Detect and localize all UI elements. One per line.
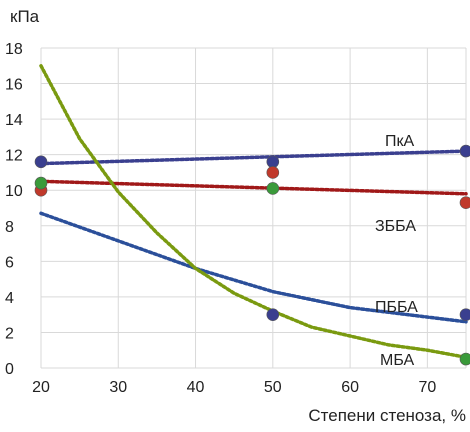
x-tick-label: 20 <box>32 379 50 396</box>
series-label-pka: ПкА <box>385 133 415 150</box>
data-point <box>459 352 470 366</box>
y-tick-label: 4 <box>5 290 14 307</box>
y-tick-label: 8 <box>5 219 14 236</box>
data-point <box>459 196 470 209</box>
data-point <box>34 176 48 190</box>
series-label-mba: МБА <box>380 352 414 369</box>
y-tick-label: 16 <box>5 77 23 94</box>
y-tick-label: 10 <box>5 183 23 200</box>
y-ticks: 0 2 4 6 8 10 12 14 16 18 <box>5 41 23 378</box>
y-tick-label: 14 <box>5 112 23 129</box>
data-point <box>459 144 470 158</box>
trend-line <box>39 211 468 324</box>
x-tick-label: 50 <box>264 379 282 396</box>
x-tick-label: 60 <box>341 379 359 396</box>
data-point <box>266 308 280 321</box>
trend-line <box>39 64 468 360</box>
trend-lines <box>39 64 468 360</box>
trend-line <box>39 179 468 196</box>
trend-line <box>39 149 468 166</box>
series-label-zbba: ЗББА <box>375 218 416 235</box>
series-label-pbba: ПББА <box>375 299 418 316</box>
y-tick-label: 2 <box>5 325 14 342</box>
x-ticks: 20 30 40 50 60 70 <box>32 379 436 396</box>
data-point <box>266 155 280 169</box>
data-point <box>266 182 280 195</box>
data-point <box>459 308 470 321</box>
data-point <box>34 155 48 169</box>
data-point <box>266 166 280 179</box>
x-tick-label: 40 <box>187 379 205 396</box>
y-tick-label: 0 <box>5 361 14 378</box>
grid <box>40 47 467 369</box>
x-axis-label: Степени стеноза, % <box>308 406 466 425</box>
y-axis-label: кПа <box>10 7 40 26</box>
y-tick-label: 18 <box>5 41 23 58</box>
y-tick-label: 12 <box>5 148 23 165</box>
data-points <box>34 144 470 366</box>
x-tick-label: 70 <box>418 379 436 396</box>
y-tick-label: 6 <box>5 254 14 271</box>
x-tick-label: 30 <box>109 379 127 396</box>
